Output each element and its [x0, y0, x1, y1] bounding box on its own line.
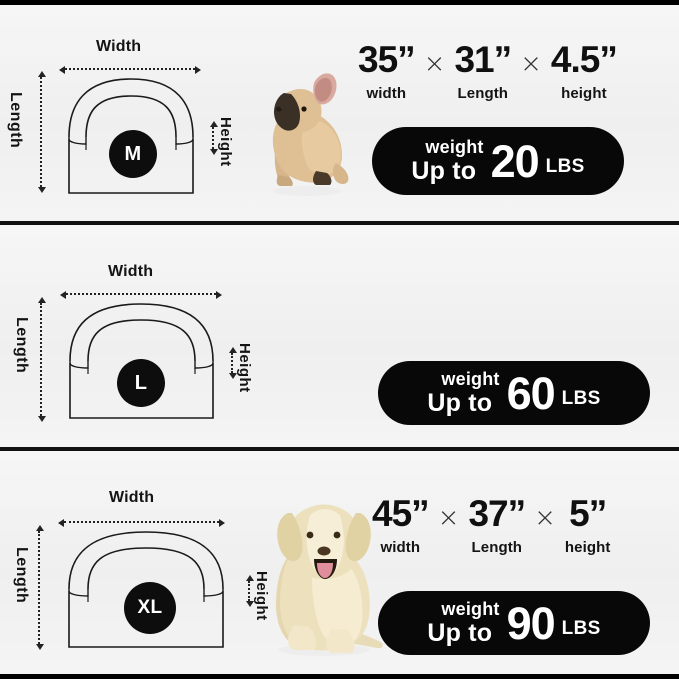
weight-badge-m: weight Up to 20 LBS [372, 127, 624, 195]
arrowhead-left-icon [58, 519, 64, 527]
row-divider [0, 221, 679, 225]
height-label: Height [217, 117, 234, 167]
arrowhead-up-icon [229, 347, 237, 353]
times-separator-icon: × [423, 49, 446, 79]
arrowhead-down-icon [38, 416, 46, 422]
length-label: Length [13, 547, 30, 604]
weight-text-stack: weight Up to [427, 370, 499, 416]
height-caption: height [564, 539, 611, 556]
size-badge-circle: M [109, 130, 157, 178]
arrowhead-down-icon [210, 149, 218, 155]
width-dimension-arrow [58, 519, 225, 527]
arrowhead-up-icon [38, 297, 46, 303]
weight-word: weight [425, 137, 484, 157]
width-label: Width [109, 489, 155, 506]
arrowhead-down-icon [229, 373, 237, 379]
seat-cover-outline-icon [69, 303, 214, 419]
width-label: Width [108, 263, 154, 280]
size-row-xl: Width Length Height [0, 451, 679, 673]
weight-unit: LBS [545, 156, 585, 177]
weight-number: 90 [506, 597, 556, 649]
arrowhead-down-icon [38, 187, 46, 193]
weight-badge-l: weight Up to 60 LBS [378, 361, 650, 425]
dimensions-xl: 45” width × 37” Length × 5” height [372, 495, 611, 556]
dimension-width: 45” width [372, 493, 430, 556]
weight-word: weight [441, 599, 500, 619]
width-caption: width [366, 85, 407, 102]
dog-photo-french-bulldog [272, 73, 349, 196]
dimension-length: 31” Length [454, 39, 512, 102]
width-value: 35” [358, 39, 416, 80]
seat-cover-outline-icon [68, 531, 224, 648]
length-value: 37” [468, 493, 526, 534]
up-to-text: Up to [427, 619, 493, 647]
weight-text-stack: weight Up to [427, 600, 499, 646]
height-caption: height [561, 85, 607, 102]
times-separator-icon: × [437, 503, 460, 533]
height-label: Height [236, 343, 253, 393]
dimension-height: 4.5” height [550, 39, 618, 102]
arrowhead-left-icon [60, 291, 66, 299]
length-caption: Length [471, 539, 523, 556]
arrowhead-down-icon [246, 601, 254, 607]
arrowhead-right-icon [195, 66, 201, 74]
arrowhead-right-icon [219, 519, 225, 527]
height-label: Height [253, 571, 270, 621]
up-to-text: Up to [411, 157, 477, 185]
width-caption: width [380, 539, 421, 556]
weight-text-stack: weight Up to [411, 138, 483, 184]
length-dimension-arrow [38, 297, 46, 422]
seat-diagram-l: Width Length Height [0, 225, 253, 447]
weight-number: 20 [490, 135, 540, 187]
height-value: 4.5” [550, 39, 618, 80]
seat-cover-outline-icon [68, 78, 194, 194]
weight-word: weight [441, 369, 500, 389]
seat-diagram-xl: Width Length Height [0, 451, 270, 673]
arrowhead-up-icon [246, 575, 254, 581]
size-row-l: Width Length Height [0, 225, 679, 447]
seat-diagram-m: Width Length Height [0, 5, 250, 221]
length-label: Length [13, 317, 30, 374]
width-dimension-arrow [60, 291, 222, 299]
weight-unit: LBS [561, 618, 601, 639]
height-dimension-arrow [246, 575, 254, 607]
width-label: Width [96, 38, 142, 55]
dimensions-m: 35” width × 31” Length × 4.5” height [358, 39, 618, 102]
dog-photo-labrador [276, 504, 383, 656]
length-dimension-arrow [38, 71, 46, 193]
width-dimension-arrow [59, 66, 201, 74]
arrowhead-left-icon [59, 66, 65, 74]
height-dimension-arrow [210, 121, 218, 155]
length-value: 31” [454, 39, 512, 80]
dimension-height: 5” height [565, 495, 611, 556]
weight-badge-xl: weight Up to 90 LBS [378, 591, 650, 655]
length-label: Length [7, 92, 24, 149]
arrowhead-up-icon [210, 121, 218, 127]
row-divider [0, 447, 679, 451]
width-value: 45” [372, 493, 430, 534]
dimension-length: 37” Length [468, 493, 526, 556]
arrowhead-up-icon [38, 71, 46, 77]
weight-unit: LBS [561, 388, 601, 409]
arrowhead-down-icon [36, 644, 44, 650]
size-badge-circle: XL [124, 582, 176, 634]
arrowhead-right-icon [216, 291, 222, 299]
times-separator-icon: × [534, 503, 556, 533]
dimension-width: 35” width [358, 39, 416, 102]
size-badge-circle: L [117, 359, 165, 407]
weight-number: 60 [506, 367, 556, 419]
height-value: 5” [569, 493, 607, 534]
length-dimension-arrow [36, 525, 44, 650]
size-row-m: Width Length Height [0, 5, 679, 221]
length-caption: Length [457, 85, 509, 102]
arrowhead-up-icon [36, 525, 44, 531]
up-to-text: Up to [427, 389, 493, 417]
times-separator-icon: × [520, 49, 542, 79]
height-dimension-arrow [229, 347, 237, 379]
